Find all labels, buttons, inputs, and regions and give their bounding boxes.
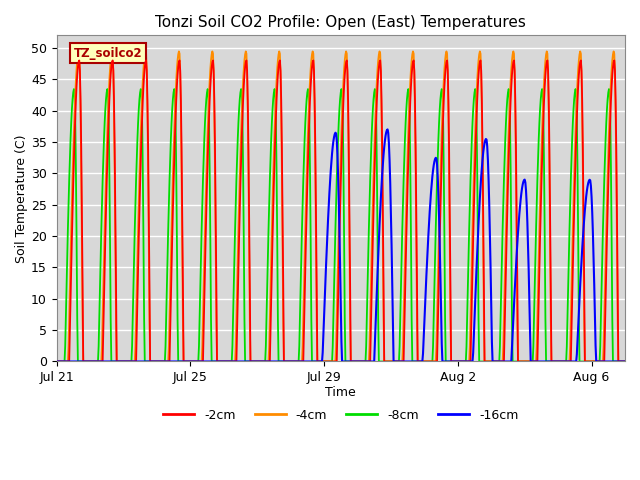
- X-axis label: Time: Time: [325, 385, 356, 398]
- Y-axis label: Soil Temperature (C): Soil Temperature (C): [15, 134, 28, 263]
- Text: TZ_soilco2: TZ_soilco2: [74, 47, 142, 60]
- Title: Tonzi Soil CO2 Profile: Open (East) Temperatures: Tonzi Soil CO2 Profile: Open (East) Temp…: [156, 15, 526, 30]
- Legend: -2cm, -4cm, -8cm, -16cm: -2cm, -4cm, -8cm, -16cm: [158, 404, 524, 427]
